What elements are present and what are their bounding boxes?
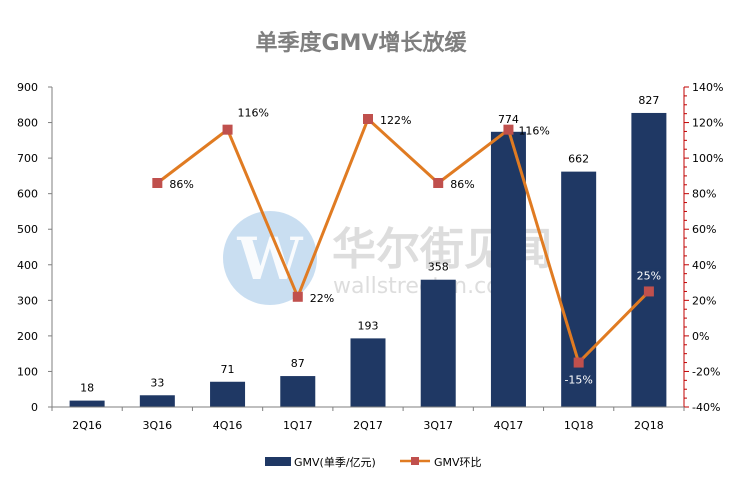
bar-2Q16 <box>69 400 105 407</box>
x-tick-label-3Q17: 3Q17 <box>423 419 453 432</box>
y-right-tick-label: 80% <box>692 188 716 201</box>
bar-label-3Q17: 358 <box>428 261 449 274</box>
y-left-tick-label: 600 <box>17 188 38 201</box>
line-label-3Q16: 86% <box>169 178 193 191</box>
bar-1Q18 <box>561 171 597 407</box>
axes: 0 100 200 300 400 500 600 700 800 900 -40% -20% 0% 20… <box>17 81 723 432</box>
legend-line-label: GMV环比 <box>434 456 482 469</box>
x-tick-label-1Q18: 1Q18 <box>564 419 594 432</box>
bar-series <box>69 112 667 408</box>
y-right-tick-label: 140% <box>692 81 723 94</box>
x-tick-label-1Q17: 1Q17 <box>283 419 313 432</box>
y-left-tick-label: 700 <box>17 152 38 165</box>
y-left-tick-label: 300 <box>17 294 38 307</box>
y-left-tick-label: 400 <box>17 259 38 272</box>
bar-3Q16 <box>139 395 175 407</box>
line-label-2Q18: 25% <box>637 269 661 282</box>
y-left-tick-label: 500 <box>17 223 38 236</box>
x-tick-label-3Q16: 3Q16 <box>143 419 173 432</box>
y-left-tick-label: 900 <box>17 81 38 94</box>
data-labels: 18 33 71 87 193 358 774 662 827 86% 116% 22% 122% 86%… <box>80 94 666 395</box>
chart-title: 单季度GMV增长放缓 <box>256 30 468 56</box>
line-point-2Q17 <box>363 114 373 124</box>
y-right-tick-label: 120% <box>692 117 723 130</box>
line-label-2Q17: 122% <box>380 114 411 127</box>
x-tick-label-2Q17: 2Q17 <box>353 419 383 432</box>
y-right-tick-label: -20% <box>692 365 720 378</box>
bar-4Q17 <box>490 131 526 408</box>
line-point-1Q18 <box>573 357 584 368</box>
line-path <box>156 116 650 366</box>
bar-1Q17 <box>280 376 316 407</box>
bar-label-2Q16: 18 <box>80 382 94 395</box>
y-right-tick-label: 0% <box>692 330 709 343</box>
line-point-3Q17 <box>433 178 444 188</box>
line-point-2Q18 <box>643 286 654 297</box>
y-left-tick-label: 200 <box>17 330 38 343</box>
bar-label-2Q18: 827 <box>638 94 659 107</box>
y-right-tick-label: -40% <box>692 401 720 414</box>
y-right-tick-label: 60% <box>692 223 716 236</box>
bar-label-1Q18: 662 <box>568 153 589 166</box>
line-point-1Q17 <box>292 291 303 302</box>
y-left-tick-label: 100 <box>17 365 38 378</box>
line-label-bg <box>561 372 596 388</box>
bar-label-4Q17: 774 <box>498 113 519 126</box>
bar-label-4Q16: 71 <box>221 363 235 376</box>
y-right-tick-label: 40% <box>692 259 716 272</box>
line-label-1Q18: -15% <box>564 374 592 387</box>
line-label-1Q17: 22% <box>310 292 334 305</box>
y-left-tick-label: 0 <box>31 401 38 414</box>
bar-4Q16 <box>210 381 246 407</box>
y-right-tick-label: 20% <box>692 294 716 307</box>
line-point-4Q17 <box>503 124 514 135</box>
x-tick-label-4Q16: 4Q16 <box>213 419 243 432</box>
line-point-4Q16 <box>222 124 233 135</box>
line-label-4Q17: 116% <box>518 125 549 138</box>
bar-3Q17 <box>420 279 456 407</box>
watermark-logo <box>223 211 317 305</box>
line-label-bg <box>631 268 666 284</box>
legend-line-marker <box>411 457 419 465</box>
legend: GMV(单季/亿元) GMV环比 <box>265 456 482 469</box>
bar-label-2Q17: 193 <box>358 319 379 332</box>
x-tick-label-2Q16: 2Q16 <box>72 419 102 432</box>
line-series <box>152 114 654 368</box>
y-right-tick-label: 100% <box>692 152 723 165</box>
bar-2Q18 <box>631 112 667 407</box>
x-tick-label-4Q17: 4Q17 <box>494 419 524 432</box>
y-left-tick-label: 800 <box>17 117 38 130</box>
line-point-3Q16 <box>152 178 163 188</box>
line-label-4Q16: 116% <box>238 107 269 120</box>
bar-label-3Q16: 33 <box>150 376 164 389</box>
bar-label-1Q17: 87 <box>291 357 305 370</box>
line-label-3Q17: 86% <box>450 178 474 191</box>
x-tick-label-2Q18: 2Q18 <box>634 419 664 432</box>
bar-2Q17 <box>350 338 386 407</box>
legend-bar-label: GMV(单季/亿元) <box>294 456 376 469</box>
legend-bar-swatch <box>265 457 291 466</box>
